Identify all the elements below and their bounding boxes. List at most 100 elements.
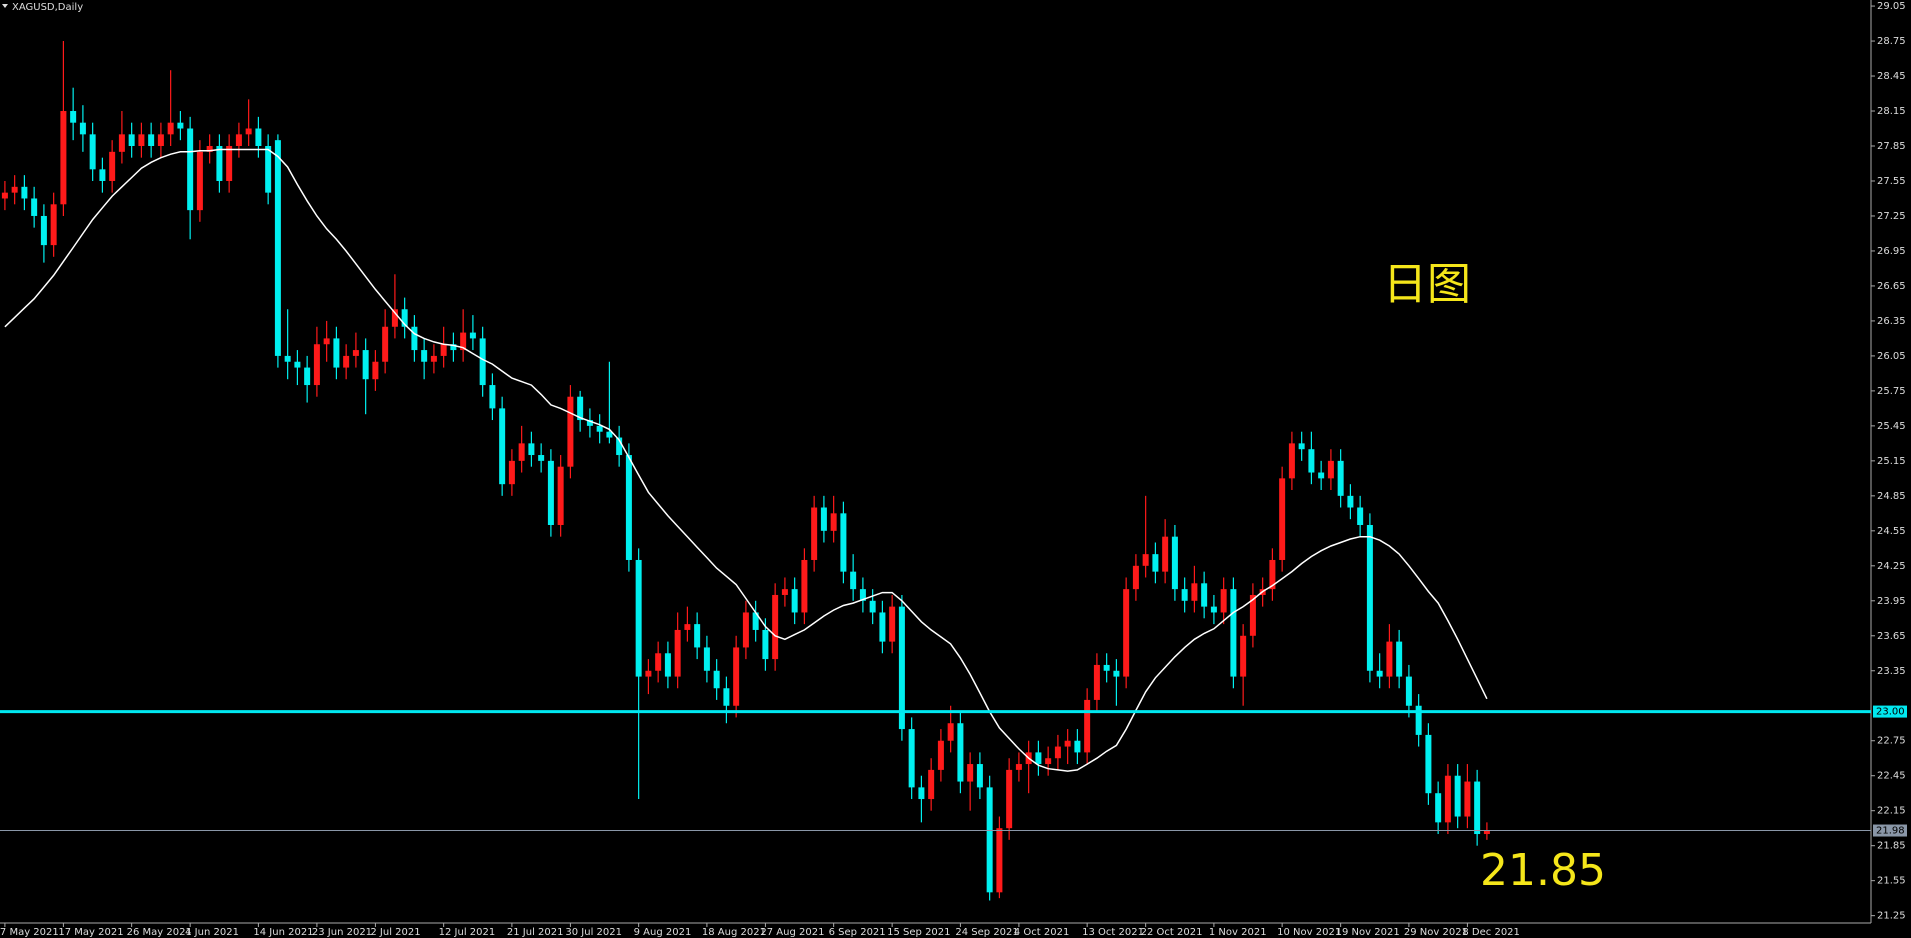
- candle-body: [440, 344, 447, 356]
- candle-body: [850, 571, 857, 590]
- y-tick-label: 24.55: [1877, 526, 1906, 537]
- candle-body: [89, 134, 96, 170]
- candle-body: [957, 723, 964, 782]
- y-tick-label: 25.45: [1877, 421, 1906, 432]
- level-label-box: [1873, 705, 1907, 718]
- candle-body: [937, 740, 944, 770]
- candle-body: [976, 764, 983, 788]
- level-label: 21.98: [1876, 826, 1905, 837]
- x-tick-label: 22 Oct 2021: [1141, 927, 1203, 938]
- y-tick-label: 28.75: [1877, 36, 1906, 47]
- candle-body: [469, 332, 476, 339]
- candle-body: [284, 355, 291, 362]
- y-tick-label: 23.65: [1877, 631, 1906, 642]
- candle-body: [703, 647, 710, 671]
- candle-body: [489, 385, 496, 409]
- candle-body: [674, 629, 681, 677]
- candle-body: [1074, 740, 1081, 753]
- y-tick-label: 26.35: [1877, 316, 1906, 327]
- candle-body: [31, 198, 38, 216]
- candle-body: [713, 670, 720, 689]
- y-tick-label: 25.75: [1877, 386, 1906, 397]
- candle-body: [313, 344, 320, 386]
- candle-body: [694, 624, 701, 648]
- candle-body: [274, 140, 281, 356]
- x-tick-label: 12 Jul 2021: [439, 927, 496, 938]
- candle-body: [898, 606, 905, 730]
- candle-body: [118, 134, 125, 152]
- candle-body: [655, 653, 662, 671]
- candle-body: [1386, 641, 1393, 677]
- candle-body: [645, 670, 652, 677]
- x-tick-label: 26 May 2021: [127, 927, 192, 938]
- candle-body: [1474, 781, 1481, 835]
- x-tick-label: 8 Dec 2021: [1462, 927, 1520, 938]
- candle-body: [1006, 769, 1013, 829]
- candle-body: [255, 128, 262, 147]
- candle-body: [1045, 758, 1052, 765]
- candle-body: [1230, 589, 1237, 677]
- x-tick-label: 2 Jul 2021: [370, 927, 420, 938]
- x-tick-label: 29 Nov 2021: [1404, 927, 1468, 938]
- candle-body: [820, 507, 827, 531]
- candle-body: [1015, 764, 1022, 770]
- candle-body: [996, 828, 1003, 893]
- candle-body: [557, 466, 564, 525]
- candle-body: [128, 134, 135, 147]
- x-tick-label: 30 Jul 2021: [565, 927, 622, 938]
- candle-body: [1444, 775, 1451, 823]
- candle-body: [1454, 775, 1461, 817]
- x-tick-label: 1 Nov 2021: [1209, 927, 1267, 938]
- candle-body: [245, 128, 252, 135]
- candle-body: [606, 431, 613, 438]
- candle-body: [1210, 606, 1217, 613]
- y-tick-label: 27.55: [1877, 176, 1906, 187]
- candle-body: [947, 723, 954, 741]
- candle-body: [1064, 740, 1071, 747]
- candle-body: [1347, 495, 1354, 508]
- candle-body: [1405, 676, 1412, 706]
- candle-body: [109, 151, 116, 181]
- candle-body: [664, 653, 671, 677]
- x-tick-label: 19 Nov 2021: [1336, 927, 1400, 938]
- candle-body: [1240, 635, 1247, 677]
- candle-body: [742, 612, 749, 648]
- candle-body: [928, 769, 935, 800]
- candle-body: [450, 344, 457, 351]
- candle-body: [187, 128, 194, 211]
- candle-body: [196, 151, 203, 211]
- candle-body: [772, 594, 779, 660]
- candle-body: [21, 186, 28, 199]
- candle-body: [206, 146, 213, 152]
- candle-body: [1376, 670, 1383, 677]
- annotation: 日图: [1383, 259, 1471, 310]
- chart-title: XAGUSD,Daily: [12, 2, 83, 13]
- candle-body: [411, 326, 418, 351]
- candle-body: [372, 361, 379, 380]
- candle-body: [216, 146, 223, 181]
- candle-body: [547, 460, 554, 525]
- candle-body: [528, 443, 535, 456]
- candle-body: [889, 606, 896, 642]
- candle-body: [430, 355, 437, 362]
- candle-body: [1093, 664, 1100, 700]
- level-label-box: [1873, 824, 1907, 837]
- candle-body: [518, 443, 525, 461]
- y-tick-label: 22.45: [1877, 771, 1906, 782]
- candle-body: [1366, 524, 1373, 671]
- y-tick-label: 28.15: [1877, 106, 1906, 117]
- candle-body: [859, 589, 866, 601]
- x-tick-label: 14 Jun 2021: [253, 927, 313, 938]
- candle-body: [79, 122, 86, 135]
- candle-body: [479, 338, 486, 386]
- candle-body: [567, 396, 574, 467]
- candle-body: [362, 350, 369, 380]
- candle-body: [1415, 705, 1422, 735]
- candle-body: [1425, 734, 1432, 794]
- candle-body: [40, 215, 47, 246]
- y-tick-label: 21.25: [1877, 911, 1906, 922]
- candle-body: [869, 600, 876, 613]
- x-tick-label: 13 Oct 2021: [1082, 927, 1144, 938]
- candle-body: [138, 134, 145, 147]
- x-tick-label: 10 Nov 2021: [1277, 927, 1341, 938]
